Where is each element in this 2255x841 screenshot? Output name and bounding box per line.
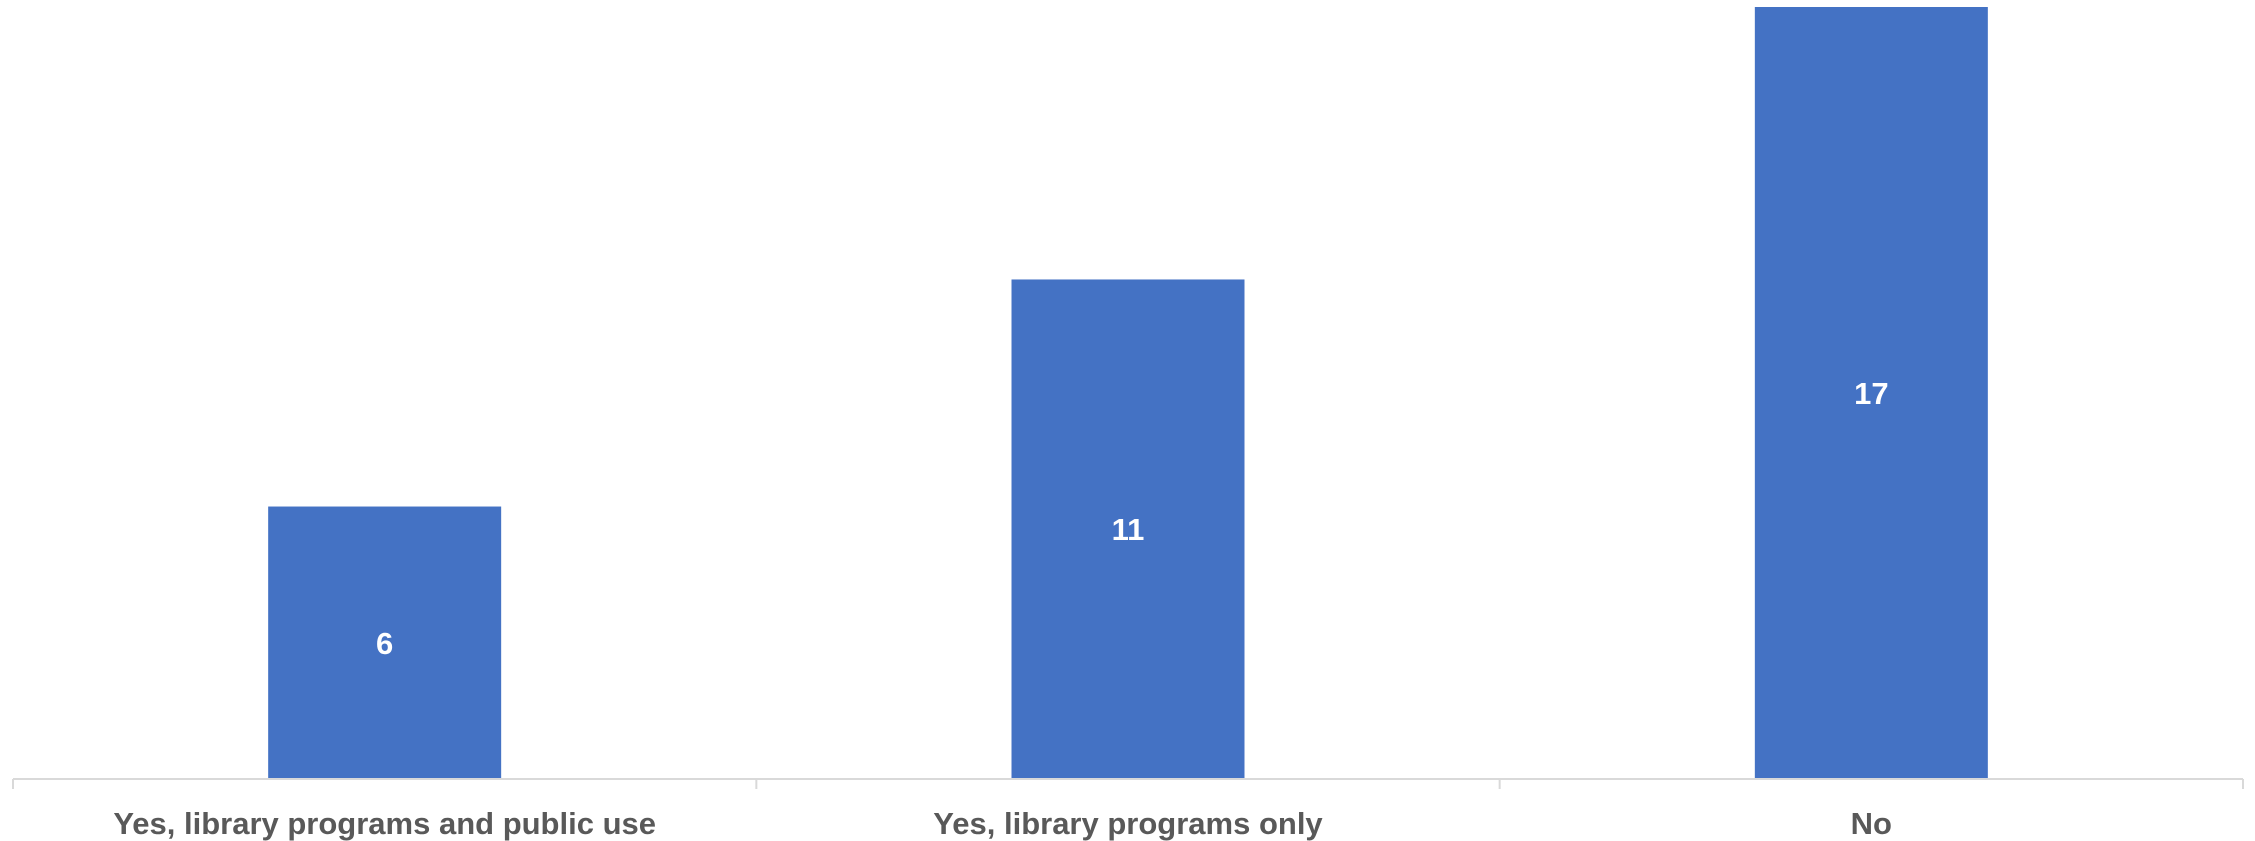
category-label: No: [1851, 806, 1892, 841]
category-label: Yes, library programs only: [933, 806, 1323, 841]
data-label: 6: [376, 626, 393, 661]
bar: [1011, 279, 1245, 779]
category-label: Yes, library programs and public use: [113, 806, 656, 841]
bar: [1754, 7, 1988, 779]
bars-layer: [268, 7, 1988, 779]
x-axis: [12, 778, 2244, 789]
bar: [268, 506, 502, 779]
data-label: 17: [1854, 376, 1888, 411]
labels-layer: 6 Yes, library programs and public use 11 Y…: [113, 376, 1892, 841]
data-label: 11: [1112, 512, 1145, 547]
